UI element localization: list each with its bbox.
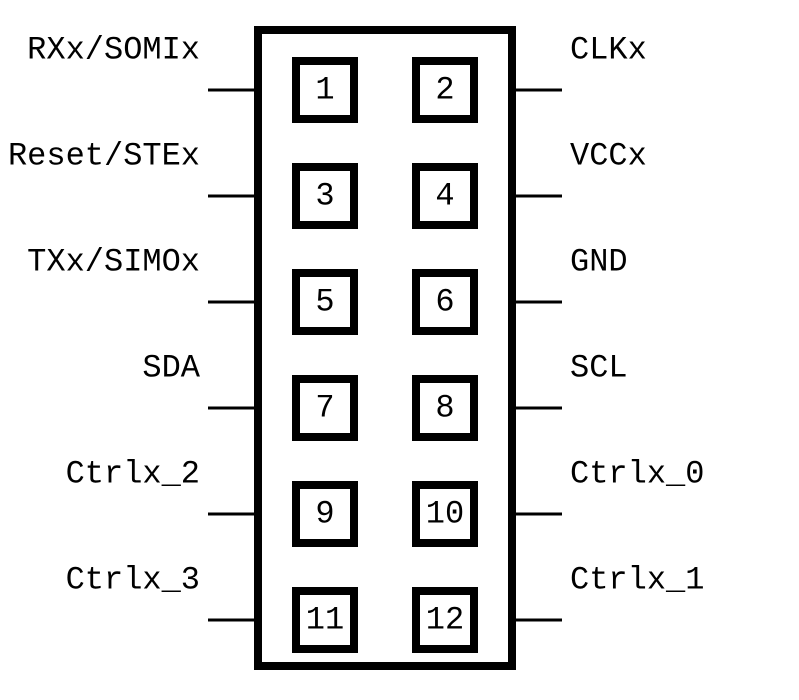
pin-number-12: 12 xyxy=(426,602,464,639)
pin-number-11: 11 xyxy=(306,602,344,639)
pin-number-8: 8 xyxy=(435,390,454,427)
pin-label-3: Reset/STEx xyxy=(8,138,200,175)
pin-label-4: VCCx xyxy=(570,138,647,175)
pin-number-10: 10 xyxy=(426,496,464,533)
pin-label-8: SCL xyxy=(570,350,628,387)
pin-label-11: Ctrlx_3 xyxy=(66,562,200,599)
pin-label-2: CLKx xyxy=(570,32,647,69)
pinout-diagram: 1 RXx/SOMIx 2 CLKx 3 Reset/STEx 4 VCCx 5 TXx/SIMO… xyxy=(0,0,799,700)
pin-label-7: SDA xyxy=(142,350,200,387)
pin-label-5: TXx/SIMOx xyxy=(27,244,200,281)
pin-label-9: Ctrlx_2 xyxy=(66,456,200,493)
pin-number-4: 4 xyxy=(435,178,454,215)
pin-label-12: Ctrlx_1 xyxy=(570,562,704,599)
pin-number-3: 3 xyxy=(315,178,334,215)
pin-label-6: GND xyxy=(570,244,628,281)
pin-number-5: 5 xyxy=(315,284,334,321)
pin-number-9: 9 xyxy=(315,496,334,533)
pin-number-7: 7 xyxy=(315,390,334,427)
pin-label-10: Ctrlx_0 xyxy=(570,456,704,493)
pin-number-2: 2 xyxy=(435,72,454,109)
pin-number-6: 6 xyxy=(435,284,454,321)
pin-number-1: 1 xyxy=(315,72,334,109)
pin-label-1: RXx/SOMIx xyxy=(27,32,200,69)
